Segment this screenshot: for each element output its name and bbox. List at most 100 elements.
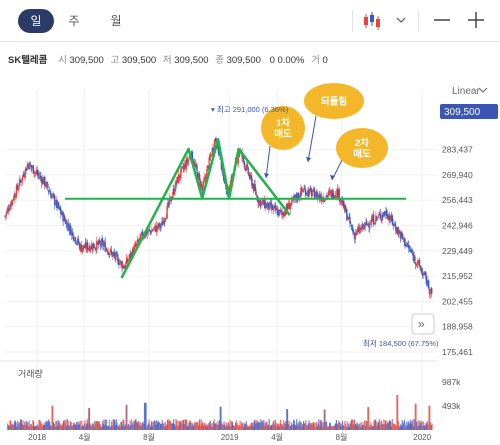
candle-body — [76, 238, 79, 243]
candle-body — [331, 190, 334, 197]
volume-bar — [91, 423, 94, 430]
volume-bar — [35, 425, 37, 430]
candle-body — [108, 252, 110, 256]
volume-bar — [127, 425, 129, 430]
toolbar-divider — [418, 10, 419, 32]
volume-bar — [318, 419, 320, 430]
volume-bar — [370, 422, 372, 430]
volume-bar — [76, 422, 78, 430]
candle-body — [201, 187, 204, 190]
candle-body — [25, 169, 28, 171]
volume-bar — [173, 423, 175, 430]
candle-body — [187, 159, 190, 162]
scale-chevron-icon[interactable] — [478, 87, 488, 93]
candle-body — [253, 184, 256, 191]
candle-body — [15, 185, 18, 197]
volume-bar — [417, 420, 419, 430]
candle-body — [424, 273, 426, 274]
candle-body — [414, 262, 417, 265]
callout-label: 되돌림 — [321, 96, 347, 108]
candle-body — [346, 209, 348, 221]
candle-body — [223, 179, 226, 184]
chevron-down-icon[interactable] — [394, 8, 408, 32]
candle-body — [428, 289, 431, 294]
candle-body — [172, 189, 174, 196]
candle-body — [377, 215, 379, 217]
candle-body — [416, 263, 418, 265]
candle-body — [309, 188, 311, 191]
volume-bar — [325, 422, 327, 430]
volume-bar — [373, 421, 375, 430]
candle-body — [258, 200, 260, 205]
volume-bar — [359, 422, 361, 430]
volume-bar — [339, 423, 341, 430]
candle-body — [293, 196, 295, 199]
volume-bar — [384, 424, 386, 430]
y-axis: 283,437 269,940 256,443 242,946 229,449 215,9… — [442, 145, 473, 357]
candle-body — [97, 242, 99, 245]
volume-bar — [316, 426, 318, 430]
candle-body — [265, 203, 267, 209]
volume-bar — [119, 426, 121, 430]
volume-bar — [188, 422, 190, 430]
x-tick-label: 4월 — [79, 432, 91, 442]
candle-body — [276, 209, 278, 215]
volume-bar — [221, 424, 224, 430]
volume-bar — [217, 421, 219, 430]
volume-bar — [39, 421, 42, 430]
volume-bar — [399, 426, 401, 430]
volume-bar — [249, 426, 251, 430]
candlestick-icon[interactable] — [362, 8, 384, 32]
plus-icon[interactable] — [466, 8, 486, 32]
candle-body — [34, 171, 36, 174]
volume-bar — [218, 420, 221, 430]
candle-body — [27, 164, 29, 167]
volume-bar — [328, 422, 331, 430]
candle-body — [408, 245, 410, 249]
volume-bar — [291, 424, 293, 430]
candle-body — [159, 224, 161, 228]
minus-icon[interactable] — [432, 8, 452, 32]
volume-bar — [429, 405, 431, 430]
volume-bar — [357, 424, 359, 430]
candle-body — [11, 200, 13, 206]
candle-body — [245, 167, 247, 171]
candle-body — [251, 178, 253, 187]
volume-bar — [260, 421, 263, 430]
candle-body — [295, 194, 298, 199]
y-tick-label: 202,455 — [442, 296, 473, 306]
volume-bar — [112, 419, 114, 430]
candle-body — [258, 200, 261, 203]
volume-bar — [364, 420, 366, 430]
candle-body — [337, 188, 340, 197]
volume-bar — [369, 425, 371, 430]
volume-bar — [276, 423, 279, 430]
volume-bar — [327, 425, 329, 430]
current-price-tag-bg — [440, 104, 498, 119]
collapse-button-label[interactable]: » — [418, 317, 425, 331]
candle-body — [209, 157, 211, 159]
volume-bar — [237, 424, 239, 430]
volume-bar — [176, 420, 178, 430]
volume-bar — [179, 422, 182, 430]
tab-monthly[interactable]: 월 — [110, 14, 122, 28]
candle-body — [379, 213, 381, 215]
volume-bar — [328, 426, 330, 430]
candle-body — [332, 190, 334, 199]
close-label: 종 — [215, 55, 224, 66]
candle-body — [45, 182, 47, 187]
volume-bar — [269, 426, 271, 430]
volume-bar — [231, 421, 233, 430]
collapse-button[interactable] — [411, 313, 435, 335]
volume-bar — [86, 419, 88, 430]
candle-body — [415, 263, 418, 266]
volume-bar — [65, 419, 67, 430]
scale-selector[interactable]: Linear — [452, 86, 480, 97]
candle-body — [36, 169, 38, 175]
candle-body — [86, 242, 89, 250]
tab-weekly[interactable]: 주 — [68, 14, 80, 28]
candle-body — [252, 183, 255, 191]
candle-body — [113, 252, 116, 256]
tab-daily[interactable]: 일 — [18, 9, 54, 33]
